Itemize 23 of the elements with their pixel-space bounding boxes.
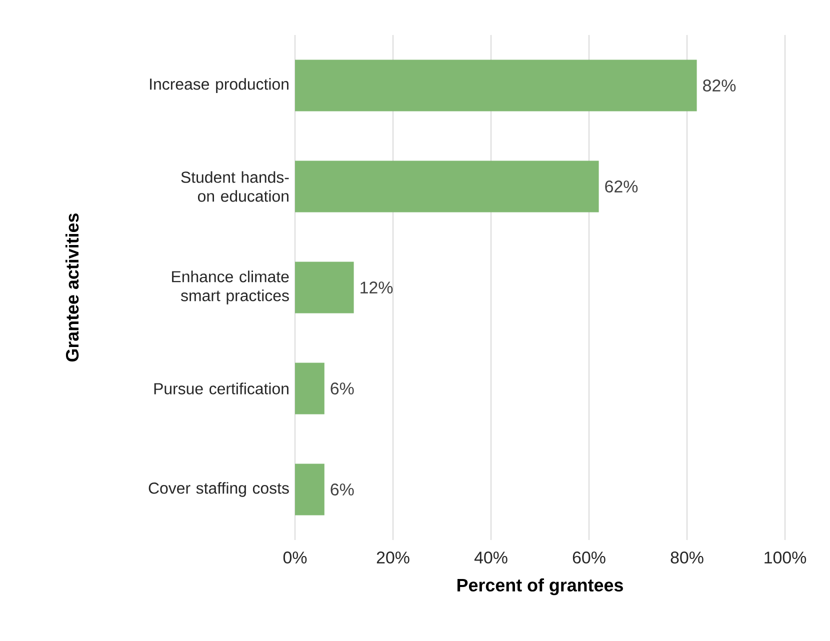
y-tick-label: Cover staffing costs — [148, 482, 289, 497]
bar — [295, 262, 354, 314]
y-tick-label: Student hands-on education — [181, 171, 289, 202]
x-axis-title: Percent of grantees — [457, 578, 623, 596]
data-label: 62% — [605, 180, 638, 193]
x-tick-label: 60% — [572, 552, 606, 564]
bar — [295, 362, 324, 414]
x-tick-label: 40% — [474, 552, 508, 564]
y-tick-label: Pursue certification — [154, 382, 288, 394]
x-tick-label: 0% — [283, 552, 307, 564]
data-label: 82% — [703, 80, 736, 92]
x-tick-label: 20% — [376, 552, 410, 564]
bar — [295, 60, 697, 112]
x-tick-label: 100% — [764, 552, 806, 564]
y-tick-label: Enhance climate smart practices — [172, 270, 289, 304]
data-label: 12% — [360, 282, 393, 294]
bar — [295, 464, 324, 516]
bar — [295, 160, 599, 212]
x-tick-label: 80% — [670, 552, 704, 564]
data-label: 6% — [330, 382, 354, 395]
data-label: 6% — [330, 484, 354, 496]
y-tick-label: Increase production — [150, 78, 288, 93]
y-axis-title: Grantee activities — [65, 214, 79, 362]
